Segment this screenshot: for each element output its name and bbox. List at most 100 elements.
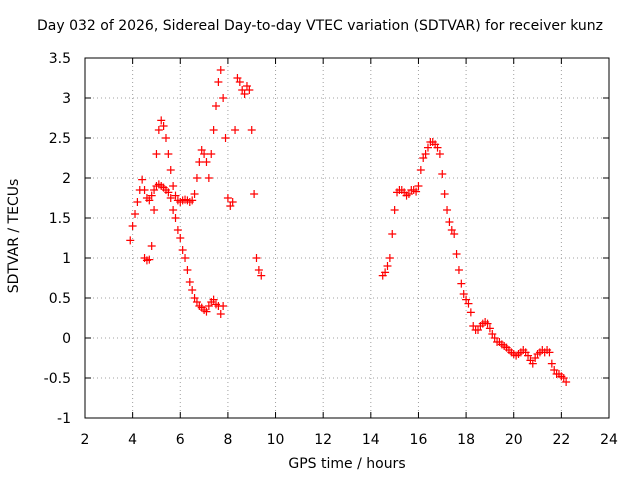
data-point [152,150,161,158]
data-point [254,266,263,274]
data-point [219,302,228,310]
data-point [252,254,261,262]
data-point [214,78,223,86]
chart-title: Day 032 of 2026, Sidereal Day-to-day VTE… [37,18,603,34]
data-point [562,378,571,386]
data-point [485,324,494,333]
x-axis-label: GPS time / hours [288,456,406,472]
data-point [459,290,468,298]
data-point [414,182,423,190]
grid-layer [85,58,609,418]
data-point [128,222,137,230]
y-tick-label: 0 [62,331,71,347]
data-point [388,230,397,238]
data-point [528,359,537,368]
data-point [166,166,175,174]
data-point [169,182,178,190]
data-point [183,266,192,274]
data-point [190,190,199,198]
x-tick-label: 18 [457,432,475,448]
data-point [435,150,444,158]
data-point [145,255,154,264]
x-tick-label: 10 [267,432,285,448]
data-point [223,194,232,202]
data-point [247,126,256,134]
data-point [421,150,430,158]
data-point [450,230,459,238]
data-point [202,307,211,316]
data-point [216,310,225,318]
data-point [188,196,197,205]
y-tick-label: 2 [62,171,71,187]
x-tick-label: 14 [362,432,380,448]
data-point [202,158,211,166]
data-point [195,158,204,166]
data-point [524,351,533,360]
data-point [147,191,156,200]
data-point [150,206,159,214]
data-point [133,198,142,206]
data-point [466,308,475,317]
data-point [173,226,182,234]
data-point [454,266,463,274]
data-point [547,359,556,368]
x-tick-label: 22 [552,432,570,448]
data-point [171,214,180,222]
data-point [231,126,240,134]
x-tick-label: 2 [81,432,90,448]
data-point [181,254,190,262]
data-point [200,150,209,158]
data-point [416,166,425,174]
series-segment-c [378,138,571,386]
data-point [257,271,266,280]
data-point [161,134,170,142]
data-point [390,206,399,214]
data-point [221,134,230,142]
y-tick-label: 1 [62,251,71,267]
data-point [235,78,244,86]
data-point [138,175,147,184]
x-tick-label: 8 [223,432,232,448]
data-point [452,250,461,258]
data-point [169,206,178,214]
data-point [483,319,492,328]
data-point [545,348,554,357]
data-point [188,286,197,294]
x-tick-label: 4 [128,432,137,448]
data-point [192,174,201,182]
data-point [381,268,390,277]
data-point [176,234,185,242]
data-point [131,210,140,218]
data-point [204,174,213,182]
data-point [126,236,135,245]
data-point [240,90,249,98]
plot-frame [84,57,610,419]
data-point [245,86,254,94]
data-point [140,186,149,194]
y-tick-label: -0.5 [44,371,71,387]
y-tick-label: 0.5 [49,291,71,307]
x-tick-label: 24 [600,432,618,448]
data-point [154,126,163,134]
data-point [157,116,166,125]
data-point [440,190,449,198]
y-tick-label: 1.5 [49,211,71,227]
data-point [383,262,392,270]
data-point [185,278,194,286]
series-segment-a [126,175,228,318]
series-segment-b [140,66,266,280]
data-point [438,170,447,178]
data-layer [126,66,571,386]
y-tick-label: -1 [57,411,71,427]
data-point [228,198,237,206]
data-point [171,191,180,200]
data-point [209,126,218,134]
data-point [166,194,175,202]
data-point [445,218,454,226]
y-tick-label: 3.5 [49,51,71,67]
y-tick-label: 3 [62,91,71,107]
data-point [433,143,442,152]
data-point [457,279,466,288]
data-point [159,122,168,130]
